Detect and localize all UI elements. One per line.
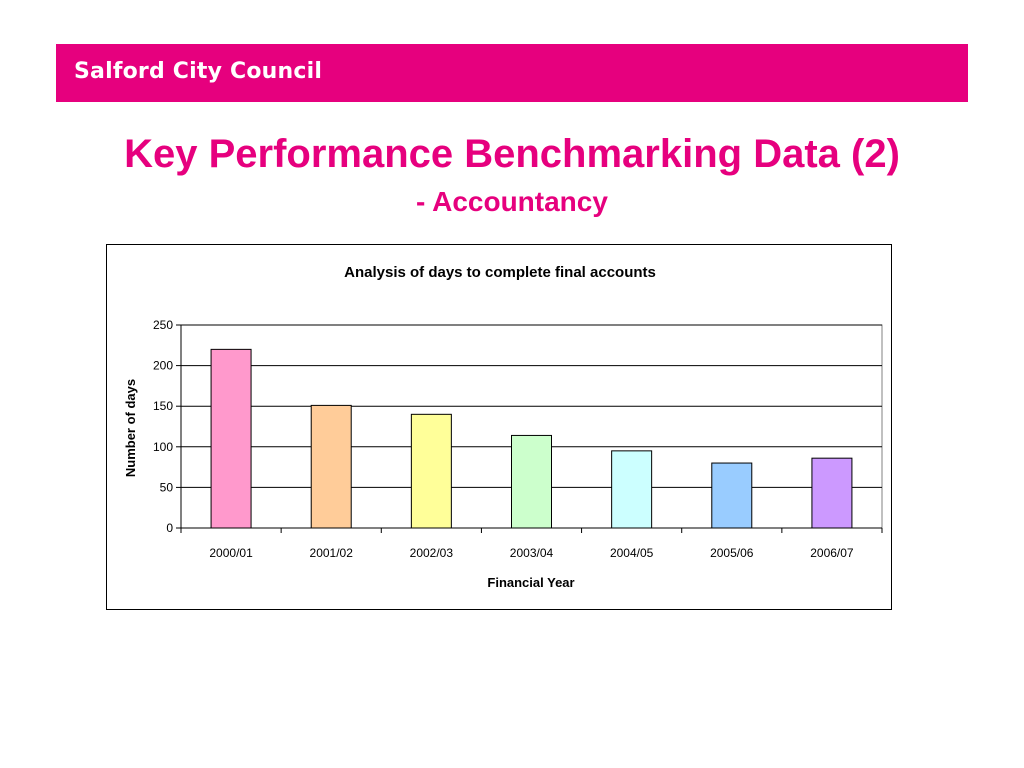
x-axis-label: Financial Year bbox=[487, 575, 574, 590]
x-tick-label: 2003/04 bbox=[510, 546, 554, 560]
x-tick-label: 2006/07 bbox=[810, 546, 854, 560]
brand-logo-text: Salford City Council bbox=[74, 59, 323, 84]
slide-subtitle: - Accountancy bbox=[416, 186, 608, 217]
y-tick-label: 250 bbox=[153, 318, 173, 332]
y-tick-labels: 0 50 100 150 200 250 bbox=[153, 318, 173, 535]
x-tick-label: 2004/05 bbox=[610, 546, 654, 560]
x-tick-labels: 2000/01 2001/02 2002/03 2003/04 2004/05 2005/… bbox=[209, 546, 854, 560]
bar-chart: Analysis of days to complete final accou… bbox=[123, 264, 883, 590]
bar-2004-05 bbox=[611, 450, 653, 529]
bar-2003-04 bbox=[511, 434, 552, 529]
bar-2001-02 bbox=[310, 404, 352, 529]
y-tick-label: 150 bbox=[153, 399, 173, 413]
x-tick-label: 2001/02 bbox=[310, 546, 354, 560]
x-tick-label: 2005/06 bbox=[710, 546, 754, 560]
bar-2006-07 bbox=[811, 457, 853, 529]
bars bbox=[210, 348, 853, 529]
slide-title: Key Performance Benchmarking Data (2) bbox=[124, 132, 900, 176]
x-tick-label: 2002/03 bbox=[410, 546, 454, 560]
y-tick-label: 50 bbox=[160, 480, 174, 494]
y-tick-label: 100 bbox=[153, 440, 173, 454]
bar-2002-03 bbox=[410, 413, 452, 529]
y-axis-label: Number of days bbox=[123, 379, 138, 477]
x-tick-label: 2000/01 bbox=[209, 546, 253, 560]
axes bbox=[176, 324, 883, 533]
header-bar: Salford City Council bbox=[56, 44, 968, 102]
bar-2005-06 bbox=[711, 462, 753, 529]
chart-title: Analysis of days to complete final accou… bbox=[344, 264, 656, 281]
bar-2000-01 bbox=[210, 348, 252, 529]
y-tick-label: 200 bbox=[153, 359, 173, 373]
y-tick-label: 0 bbox=[166, 521, 173, 535]
chart-container: Analysis of days to complete final accou… bbox=[106, 244, 892, 610]
